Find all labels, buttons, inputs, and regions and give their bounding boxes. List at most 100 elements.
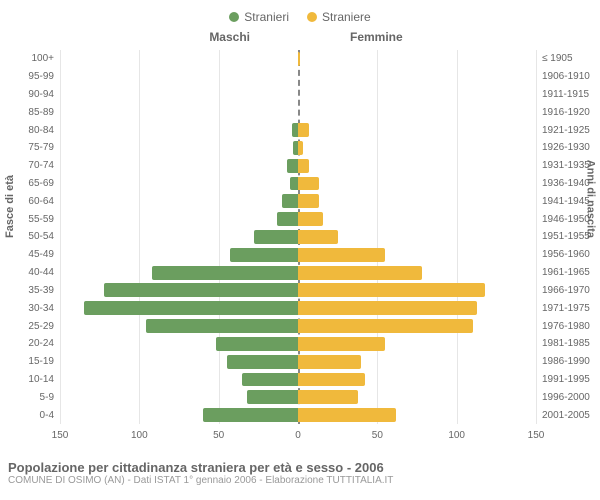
- age-group-label: 95-99: [28, 71, 60, 82]
- x-tick: 150: [528, 430, 545, 441]
- birth-year-label: 1946-1950: [536, 214, 590, 225]
- legend-male-label: Stranieri: [244, 10, 289, 24]
- bar-male: [227, 355, 298, 369]
- bar-male: [282, 194, 298, 208]
- bar-male: [203, 408, 298, 422]
- age-row: 100+≤ 1905: [60, 50, 536, 68]
- age-group-label: 65-69: [28, 178, 60, 189]
- plot: 100+≤ 190595-991906-191090-941911-191585…: [60, 50, 536, 424]
- age-row: 0-42001-2005: [60, 406, 536, 424]
- bar-female: [298, 194, 319, 208]
- age-group-label: 15-19: [28, 356, 60, 367]
- age-row: 40-441961-1965: [60, 264, 536, 282]
- age-group-label: 60-64: [28, 196, 60, 207]
- age-row: 80-841921-1925: [60, 121, 536, 139]
- bar-female: [298, 123, 309, 137]
- bar-male: [84, 301, 298, 315]
- bar-female: [298, 159, 309, 173]
- bar-male: [247, 390, 298, 404]
- age-group-label: 50-54: [28, 231, 60, 242]
- age-row: 20-241981-1985: [60, 335, 536, 353]
- age-group-label: 90-94: [28, 89, 60, 100]
- column-headers: Maschi Femmine: [0, 30, 600, 44]
- chart-area: Maschi Femmine Fasce di età Anni di nasc…: [0, 28, 600, 458]
- bar-female: [298, 337, 385, 351]
- legend-female: Straniere: [307, 10, 371, 24]
- bar-female: [298, 141, 303, 155]
- bar-female: [298, 373, 365, 387]
- birth-year-label: 2001-2005: [536, 410, 590, 421]
- age-row: 30-341971-1975: [60, 299, 536, 317]
- birth-year-label: 1951-1955: [536, 231, 590, 242]
- age-group-label: 85-89: [28, 107, 60, 118]
- bar-female: [298, 390, 358, 404]
- y-axis-left-title: Fasce di età: [4, 175, 16, 238]
- birth-year-label: 1986-1990: [536, 356, 590, 367]
- age-row: 15-191986-1990: [60, 353, 536, 371]
- age-row: 75-791926-1930: [60, 139, 536, 157]
- age-row: 85-891916-1920: [60, 103, 536, 121]
- bar-male: [290, 177, 298, 191]
- bar-female: [298, 283, 485, 297]
- bar-female: [298, 319, 473, 333]
- age-row: 35-391966-1970: [60, 282, 536, 300]
- age-row: 45-491956-1960: [60, 246, 536, 264]
- birth-year-label: 1996-2000: [536, 392, 590, 403]
- x-tick: 150: [52, 430, 69, 441]
- x-tick: 100: [448, 430, 465, 441]
- bar-female: [298, 212, 323, 226]
- birth-year-label: 1916-1920: [536, 107, 590, 118]
- age-row: 70-741931-1935: [60, 157, 536, 175]
- bar-female: [298, 408, 396, 422]
- birth-year-label: 1906-1910: [536, 71, 590, 82]
- footer: Popolazione per cittadinanza straniera p…: [0, 458, 600, 486]
- age-group-label: 55-59: [28, 214, 60, 225]
- birth-year-label: 1956-1960: [536, 249, 590, 260]
- x-tick: 50: [213, 430, 224, 441]
- age-row: 65-691936-1940: [60, 175, 536, 193]
- birth-year-label: 1976-1980: [536, 321, 590, 332]
- bar-female: [298, 52, 300, 66]
- birth-year-label: 1991-1995: [536, 374, 590, 385]
- age-group-label: 30-34: [28, 303, 60, 314]
- chart-subtitle: COMUNE DI OSIMO (AN) - Dati ISTAT 1° gen…: [8, 475, 592, 486]
- age-row: 5-91996-2000: [60, 388, 536, 406]
- bar-male: [216, 337, 299, 351]
- bar-female: [298, 266, 422, 280]
- birth-year-label: 1926-1930: [536, 142, 590, 153]
- birth-year-label: 1931-1935: [536, 160, 590, 171]
- age-group-label: 40-44: [28, 267, 60, 278]
- birth-year-label: 1941-1945: [536, 196, 590, 207]
- age-group-label: 10-14: [28, 374, 60, 385]
- bar-male: [104, 283, 298, 297]
- legend: Stranieri Straniere: [0, 0, 600, 28]
- bar-female: [298, 248, 385, 262]
- x-tick: 100: [131, 430, 148, 441]
- bar-male: [277, 212, 298, 226]
- bar-male: [287, 159, 298, 173]
- chart-title: Popolazione per cittadinanza straniera p…: [8, 460, 592, 475]
- age-group-label: 25-29: [28, 321, 60, 332]
- bar-male: [152, 266, 298, 280]
- age-row: 95-991906-1910: [60, 68, 536, 86]
- bar-female: [298, 230, 338, 244]
- age-row: 90-941911-1915: [60, 86, 536, 104]
- legend-male-swatch: [229, 12, 239, 22]
- birth-year-label: 1921-1925: [536, 125, 590, 136]
- age-row: 10-141991-1995: [60, 371, 536, 389]
- birth-year-label: 1936-1940: [536, 178, 590, 189]
- age-group-label: 80-84: [28, 125, 60, 136]
- x-tick: 0: [295, 430, 301, 441]
- age-group-label: 45-49: [28, 249, 60, 260]
- bar-male: [254, 230, 298, 244]
- header-male: Maschi: [0, 30, 300, 44]
- x-tick: 50: [372, 430, 383, 441]
- age-row: 55-591946-1950: [60, 210, 536, 228]
- legend-male: Stranieri: [229, 10, 289, 24]
- age-group-label: 0-4: [40, 410, 60, 421]
- x-axis-ticks: 15010050050100150: [60, 430, 536, 444]
- age-group-label: 35-39: [28, 285, 60, 296]
- age-row: 60-641941-1945: [60, 192, 536, 210]
- header-female: Femmine: [300, 30, 600, 44]
- age-group-label: 5-9: [40, 392, 60, 403]
